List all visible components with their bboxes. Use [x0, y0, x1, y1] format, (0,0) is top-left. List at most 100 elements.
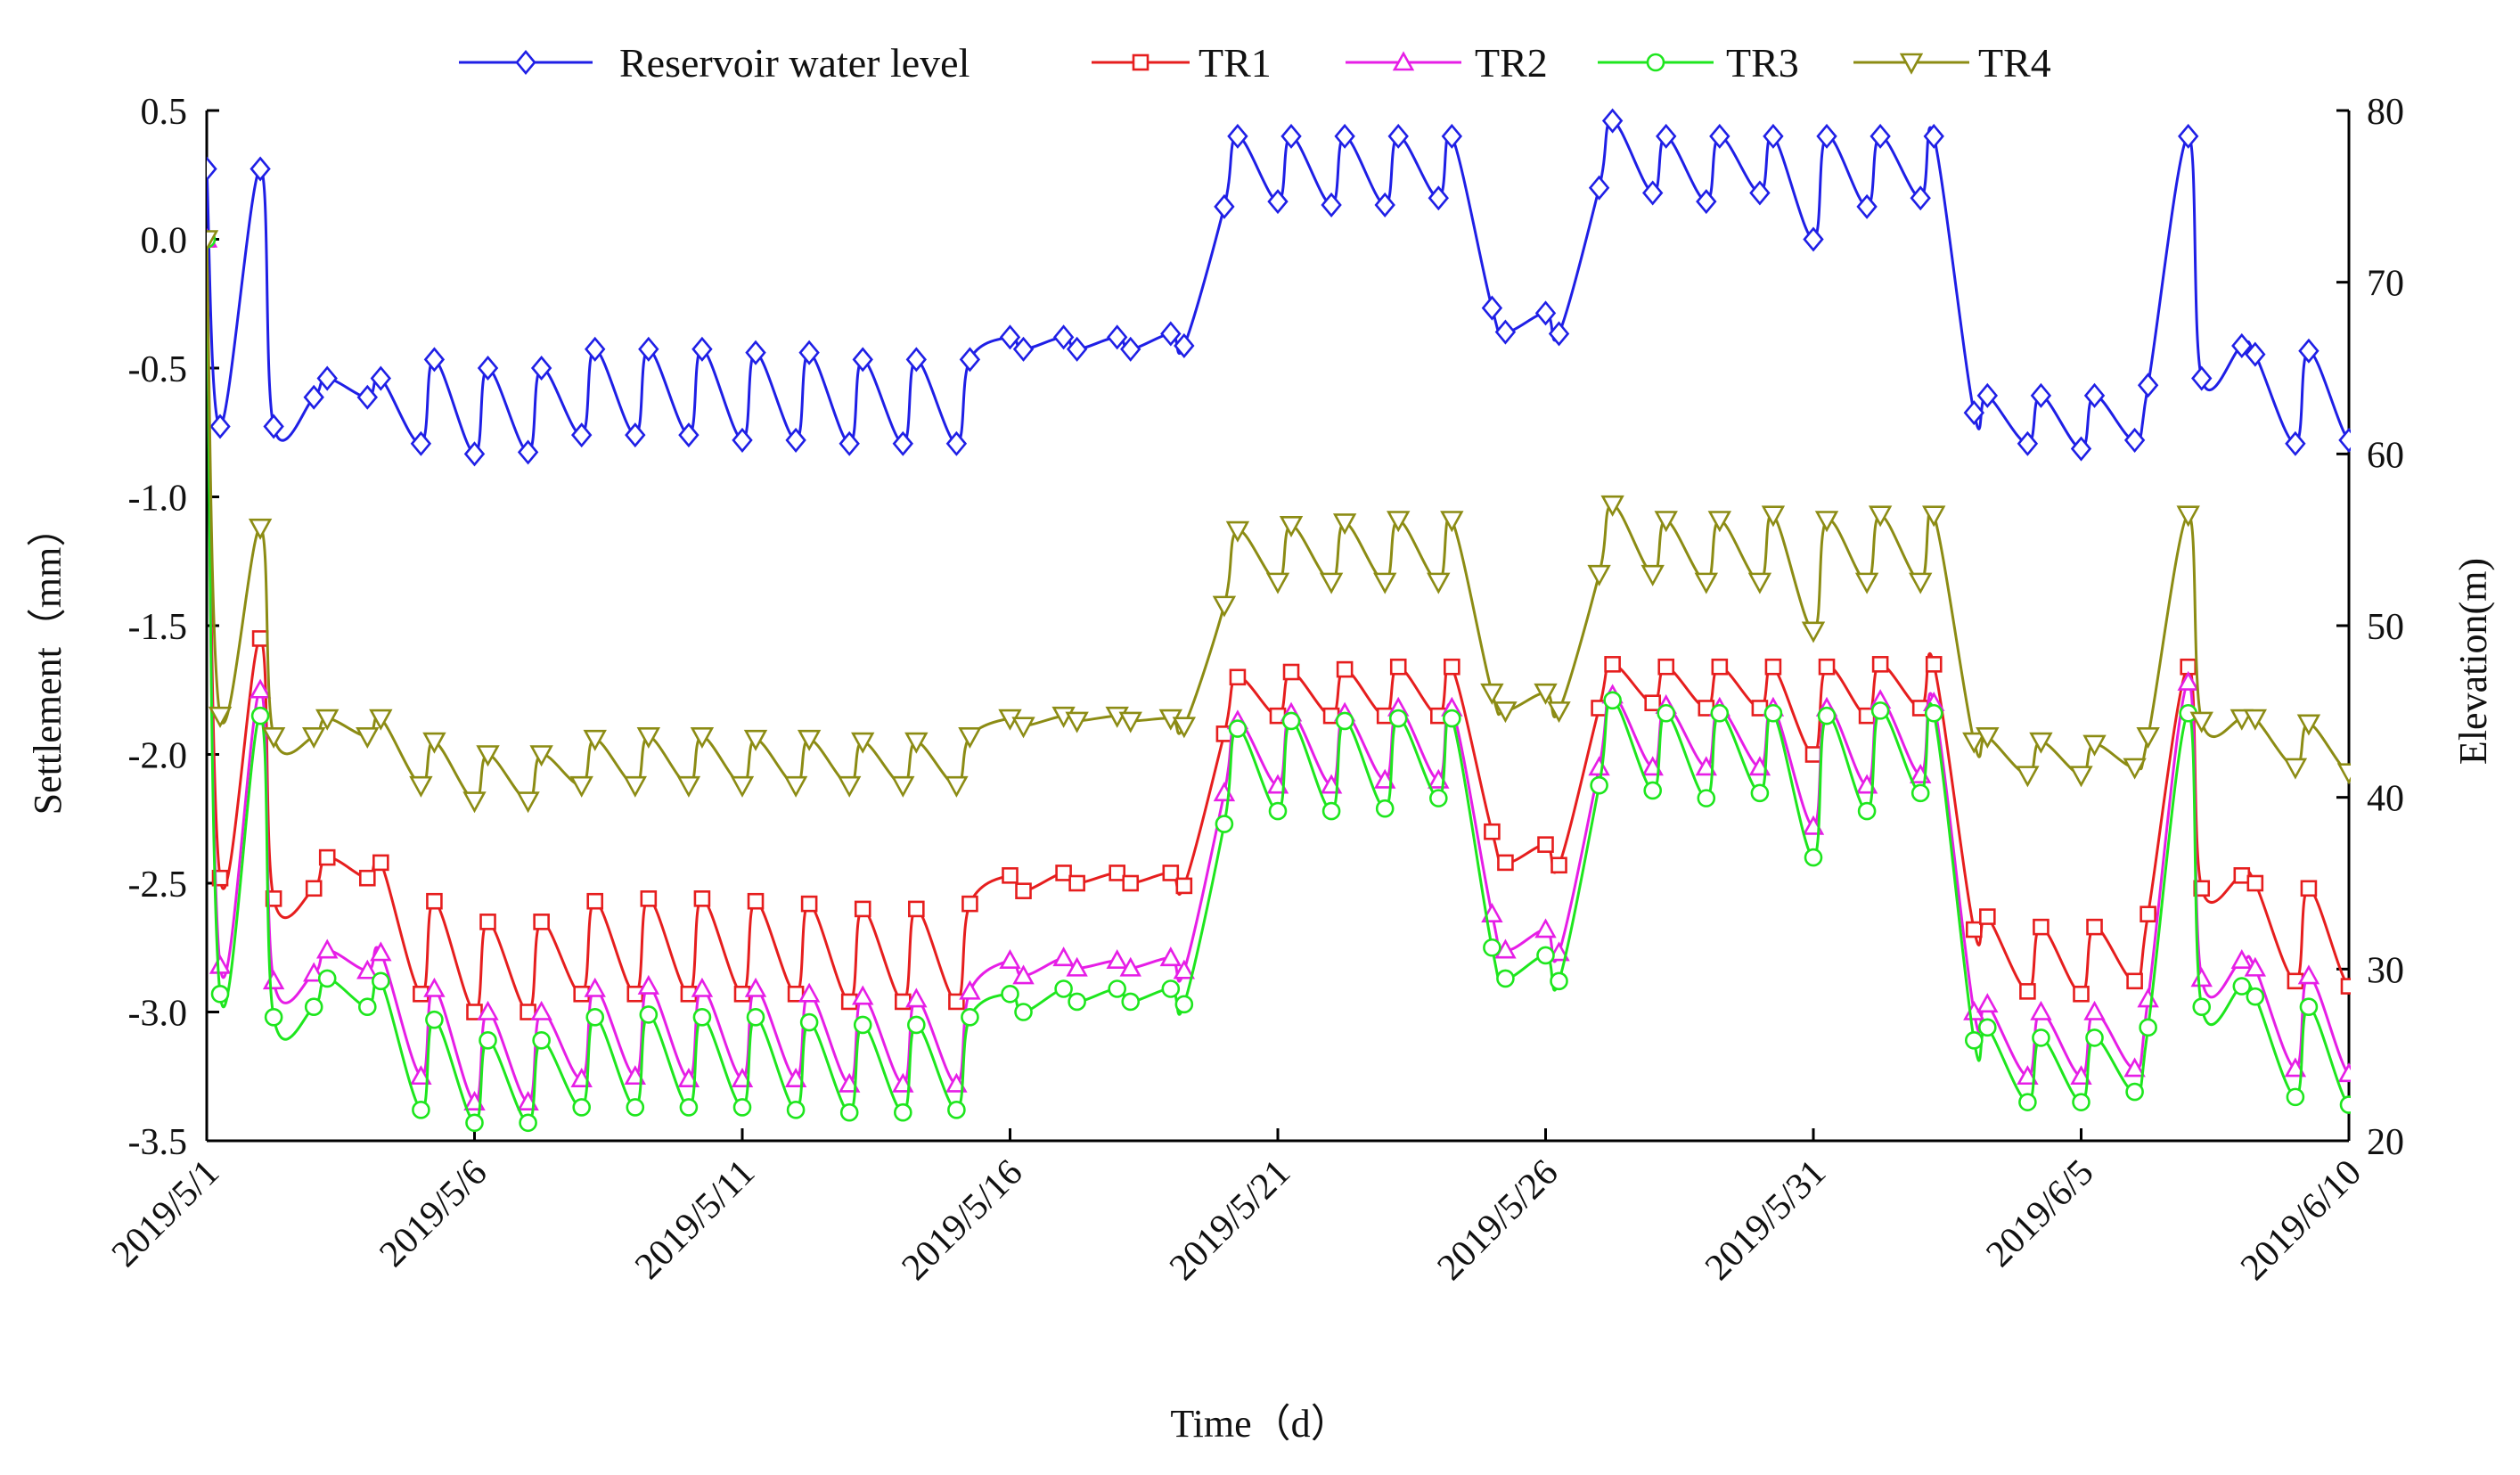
- data-point: [1484, 823, 1501, 840]
- data-point: [1388, 709, 1408, 728]
- data-point: [2232, 977, 2252, 996]
- data-point: [1332, 513, 1357, 536]
- data-point: [959, 979, 981, 1000]
- data-point: [1803, 226, 1824, 252]
- data-point: [786, 1101, 806, 1119]
- data-point: [959, 347, 981, 373]
- data-point: [1213, 782, 1236, 802]
- data-point: [2231, 332, 2253, 358]
- data-point: [1925, 656, 1943, 673]
- legend-marker: [1899, 53, 1924, 75]
- data-point: [945, 775, 969, 798]
- y-left-tick-label: -0.5: [128, 349, 188, 390]
- data-point: [2244, 956, 2267, 977]
- data-point: [799, 1012, 819, 1032]
- data-point: [2016, 766, 2040, 788]
- data-point: [2083, 1000, 2106, 1020]
- data-point: [1657, 703, 1676, 723]
- data-point: [476, 745, 500, 767]
- data-point: [208, 706, 233, 728]
- data-point: [1268, 801, 1288, 821]
- data-point: [1267, 189, 1289, 215]
- data-point: [1603, 691, 1622, 710]
- y-right-tick-label: 80: [2367, 92, 2404, 133]
- data-point: [1162, 865, 1180, 881]
- data-point: [261, 726, 286, 749]
- data-point: [1014, 1003, 1033, 1021]
- series-tr3: [207, 230, 2351, 1133]
- data-point: [2339, 1095, 2351, 1114]
- data-point: [1373, 572, 1397, 594]
- data-point: [958, 726, 982, 749]
- data-point: [2246, 874, 2264, 892]
- y-axis-right-title: Elevation(m): [2451, 558, 2495, 765]
- data-point: [908, 900, 925, 918]
- data-point: [1924, 703, 1943, 723]
- series-tr1: [207, 231, 2351, 1020]
- data-point: [303, 384, 324, 410]
- data-point: [1600, 495, 1624, 517]
- y-right-tick-label: 70: [2367, 264, 2404, 305]
- y-right-tick-label: 20: [2367, 1122, 2404, 1163]
- series-line: [207, 239, 2351, 1125]
- data-point: [905, 987, 928, 1008]
- data-point: [1801, 621, 1826, 643]
- data-point: [1483, 938, 1501, 957]
- data-point: [516, 791, 540, 814]
- data-point: [640, 890, 658, 907]
- data-point: [1109, 865, 1125, 881]
- data-point: [1536, 946, 1555, 965]
- data-point: [891, 775, 915, 798]
- data-point: [2123, 758, 2147, 780]
- y-left-tick-label: -1.0: [128, 479, 188, 520]
- data-point: [2285, 430, 2306, 456]
- data-point: [797, 729, 822, 751]
- data-point: [2140, 905, 2156, 922]
- data-point: [1978, 1018, 1997, 1037]
- legend-label: TR3: [1726, 40, 1799, 86]
- data-point: [2233, 867, 2251, 884]
- data-point: [532, 1030, 551, 1050]
- data-point: [1963, 400, 1984, 426]
- data-point: [370, 365, 392, 391]
- data-point: [2017, 1065, 2039, 1086]
- x-tick-label: 2019/5/21: [1162, 1152, 1298, 1289]
- data-point: [1548, 321, 1570, 347]
- data-point: [1816, 123, 1837, 149]
- data-point: [263, 414, 284, 439]
- data-point: [1709, 123, 1730, 149]
- data-point: [1212, 595, 1237, 618]
- data-point: [2190, 967, 2213, 987]
- data-point: [1496, 969, 1515, 988]
- data-point: [851, 732, 875, 754]
- data-point: [250, 156, 271, 182]
- data-point: [999, 324, 1021, 350]
- data-point: [1537, 836, 1554, 853]
- data-point: [585, 336, 606, 362]
- data-point: [1335, 711, 1354, 731]
- y-right-tick-label: 40: [2367, 779, 2404, 820]
- data-point: [784, 1067, 807, 1087]
- legend-marker: [1646, 53, 1665, 72]
- data-point: [2070, 1065, 2092, 1086]
- data-point: [1696, 189, 1717, 215]
- data-point: [463, 441, 486, 467]
- data-point: [585, 1007, 605, 1027]
- data-point: [1644, 694, 1661, 712]
- data-point: [1643, 781, 1662, 800]
- legend-label: TR2: [1475, 40, 1548, 86]
- data-point: [1547, 701, 1571, 724]
- data-point: [1265, 572, 1290, 594]
- data-point: [2126, 972, 2143, 990]
- data-point: [679, 1098, 699, 1117]
- data-point: [209, 954, 232, 974]
- x-tick-label: 2019/5/1: [104, 1152, 227, 1275]
- data-point: [1387, 123, 1409, 149]
- data-point: [572, 1098, 592, 1117]
- data-point: [1440, 511, 1464, 533]
- data-point: [1002, 867, 1019, 884]
- y-left-tick-label: 0.0: [141, 221, 188, 262]
- data-point: [1160, 321, 1182, 347]
- data-point: [1321, 801, 1341, 821]
